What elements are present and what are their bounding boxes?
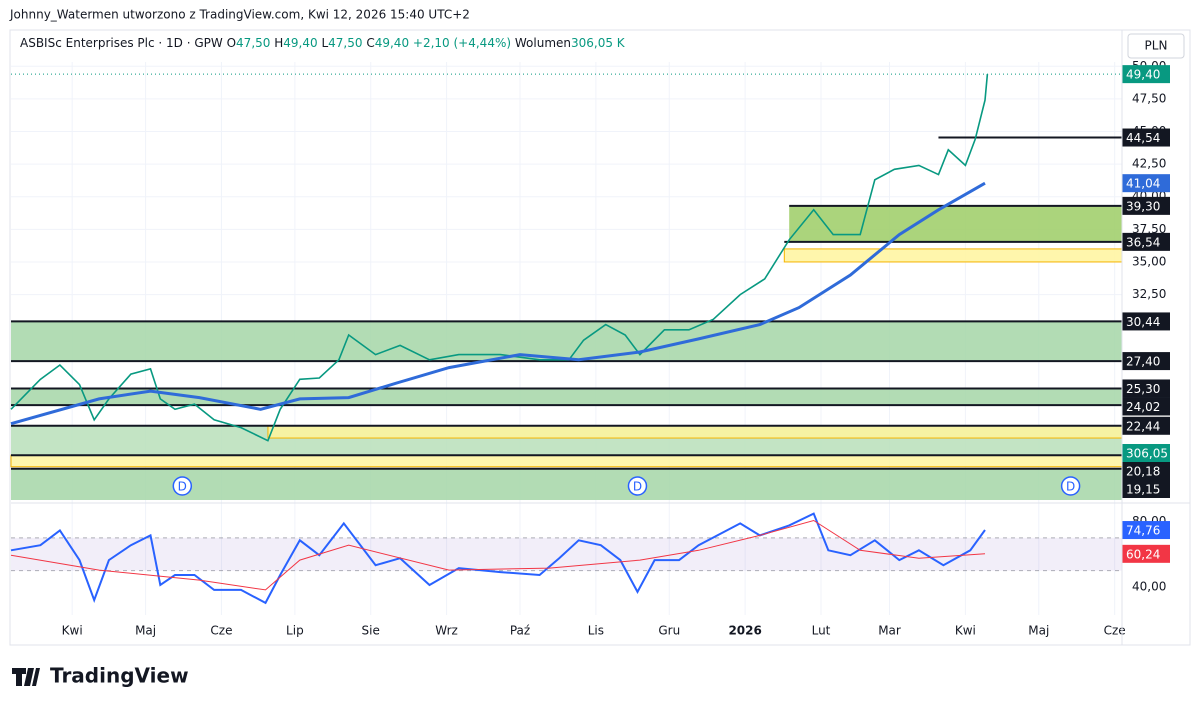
ohlc-key: L — [321, 36, 329, 50]
volume-title: Wolumen — [514, 36, 571, 50]
event-label: D — [633, 480, 642, 494]
x-tick-label: Wrz — [435, 624, 458, 638]
x-tick-label: Lis — [588, 624, 604, 638]
event-marker — [172, 476, 193, 496]
event-label: D — [178, 480, 187, 494]
price-line — [10, 181, 986, 426]
x-tick-label: Gru — [658, 624, 680, 638]
price-label-box — [1122, 312, 1170, 331]
currency-box[interactable] — [1127, 33, 1185, 59]
zone — [789, 205, 1122, 242]
price-label-box — [1122, 379, 1170, 398]
author-line: Johnny_Watermen utworzono z TradingView.… — [9, 8, 470, 22]
ohlc-value: 47,50 — [328, 36, 363, 50]
x-tick-label: Lip — [286, 624, 304, 638]
price-label: 24,02 — [1126, 400, 1160, 414]
brand[interactable]: TradingView — [50, 664, 189, 688]
price-label: 36,54 — [1126, 235, 1160, 249]
currency[interactable]: PLN — [1145, 39, 1168, 53]
price-label-box — [1122, 416, 1170, 435]
price-label-box — [1122, 232, 1170, 251]
price-label: 19,15 — [1126, 483, 1160, 497]
rsi-label-box — [1122, 521, 1170, 540]
chart-frame — [9, 29, 1191, 646]
ohlc-key: O — [226, 36, 237, 50]
zone — [11, 468, 1122, 500]
price-label-box — [1122, 174, 1170, 193]
price-label: 20,18 — [1126, 465, 1160, 479]
price-label-box — [1122, 397, 1170, 416]
event-marker — [1060, 476, 1081, 496]
rsi-label: 60,24 — [1126, 547, 1160, 561]
rsi-band — [11, 537, 1122, 571]
price-label-box — [1122, 196, 1170, 215]
zone — [783, 248, 1123, 263]
price-label: 30,44 — [1126, 315, 1160, 329]
x-tick-label: 2026 — [728, 624, 761, 638]
price-label: 306,05 K — [1126, 447, 1181, 461]
price-line — [10, 74, 989, 442]
price-label-box — [1122, 480, 1170, 498]
x-tick-label: Cze — [210, 624, 232, 638]
x-tick-label: Lut — [812, 624, 831, 638]
rsi-label: 74,76 — [1126, 524, 1160, 538]
x-tick-label: Maj — [1028, 624, 1049, 638]
zone — [11, 388, 1122, 406]
x-tick-label: Kwi — [955, 624, 976, 638]
ohlc-value: 49,40 — [283, 36, 318, 50]
price-label: 27,40 — [1126, 355, 1160, 369]
price-label: 44,54 — [1126, 131, 1160, 145]
ohlc-key: C — [366, 36, 375, 50]
rsi-tick-label: 40,00 — [1132, 579, 1166, 593]
y-tick-label: 47,50 — [1132, 91, 1166, 105]
symbol: ASBISc Enterprises Plc · 1D · GPW — [20, 36, 223, 50]
price-label: 49,40 — [1126, 68, 1160, 82]
price-label-box — [1122, 352, 1170, 371]
ohlc-value: 47,50 — [236, 36, 271, 50]
x-tick-label: Sie — [362, 624, 380, 638]
y-tick-label: 42,50 — [1132, 157, 1166, 171]
ohlc-value: 49,40 — [374, 36, 410, 50]
event-marker — [627, 476, 648, 496]
legend: ASBISc Enterprises Plc · 1D · GPW O47,50… — [20, 36, 625, 50]
y-tick-label: 35,00 — [1132, 254, 1166, 268]
y-tick-label: 37,50 — [1132, 222, 1166, 236]
price-label: 22,44 — [1126, 419, 1160, 433]
brand-logo[interactable]: TradingView — [12, 664, 189, 688]
price-label: 25,30 — [1126, 382, 1160, 396]
x-tick-label: Maj — [135, 624, 156, 638]
zone — [11, 321, 1122, 362]
price-label-box — [1122, 128, 1170, 147]
zone — [267, 425, 1123, 439]
price-label: 39,30 — [1126, 199, 1160, 213]
x-tick-label: Paź — [510, 624, 530, 638]
change: +2,10 (+4,44%) — [412, 36, 512, 50]
price-label-box — [1122, 65, 1170, 84]
x-tick-label: Cze — [1104, 624, 1126, 638]
x-tick-label: Mar — [878, 624, 901, 638]
x-tick-label: Kwi — [62, 624, 83, 638]
zone — [10, 454, 1123, 468]
volume-value: 306,05 K — [571, 36, 625, 50]
y-tick-label: 32,50 — [1132, 287, 1166, 301]
event-label: D — [1066, 480, 1075, 494]
rsi-line — [10, 512, 986, 605]
price-label: 41,04 — [1126, 177, 1160, 191]
ohlc-key: H — [274, 36, 284, 50]
rsi-line — [10, 519, 986, 591]
price-label-box — [1122, 462, 1170, 480]
rsi-label-box — [1122, 544, 1170, 563]
price-label-box — [1122, 444, 1170, 462]
